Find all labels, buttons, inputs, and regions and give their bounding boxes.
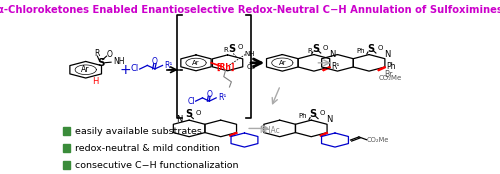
Text: S: S	[185, 109, 192, 120]
Text: Cl: Cl	[130, 64, 139, 73]
Text: S: S	[228, 44, 235, 54]
Text: +: +	[120, 63, 131, 77]
Text: NHAc: NHAc	[260, 126, 280, 135]
Text: Ph: Ph	[386, 62, 396, 71]
Text: Cl: Cl	[188, 97, 195, 106]
Text: α-Chloroketones Enabled Enantioselective Redox-Neutral C−H Annulation of Sulfoxi: α-Chloroketones Enabled Enantioselective…	[0, 5, 500, 15]
Text: Ph: Ph	[299, 113, 308, 119]
Text: O: O	[322, 45, 328, 50]
Text: R¹: R¹	[218, 93, 226, 102]
Text: [Rh]: [Rh]	[216, 63, 235, 72]
Text: Ar: Ar	[278, 60, 286, 66]
Bar	[63, 144, 70, 152]
Text: H: H	[92, 77, 98, 86]
Text: N: N	[384, 50, 390, 59]
Bar	[63, 127, 70, 135]
Text: O: O	[106, 50, 112, 59]
Text: Cpˣ: Cpˣ	[246, 64, 259, 70]
Text: Br: Br	[384, 70, 393, 78]
Text: O: O	[320, 110, 326, 116]
Text: Ar: Ar	[82, 65, 90, 74]
Text: S: S	[312, 44, 320, 54]
Text: CO₂Me: CO₂Me	[366, 137, 389, 143]
Text: S: S	[368, 44, 374, 54]
Text: O: O	[378, 45, 383, 50]
Text: R: R	[224, 47, 228, 53]
Text: S: S	[98, 58, 105, 68]
Text: R: R	[94, 49, 100, 58]
Text: redox-neutral & mild condition: redox-neutral & mild condition	[76, 144, 221, 153]
Text: R: R	[308, 48, 312, 54]
Text: R¹: R¹	[332, 62, 340, 71]
Text: O: O	[195, 110, 200, 116]
Text: O: O	[151, 57, 157, 66]
Text: O: O	[206, 90, 212, 99]
Text: NH: NH	[244, 51, 255, 57]
Text: R¹: R¹	[164, 61, 173, 70]
Text: N: N	[326, 115, 333, 124]
Text: easily available substrates: easily available substrates	[76, 126, 202, 136]
Text: N: N	[176, 115, 182, 124]
Text: Ar: Ar	[192, 60, 200, 66]
Text: NH: NH	[114, 57, 125, 66]
Text: N: N	[329, 50, 336, 59]
Text: consecutive C−H functionalization: consecutive C−H functionalization	[76, 161, 239, 169]
Text: Ph: Ph	[356, 48, 366, 54]
Text: O: O	[238, 44, 243, 50]
Text: CO₂Me: CO₂Me	[379, 75, 402, 81]
Text: S: S	[310, 109, 316, 120]
Bar	[63, 161, 70, 169]
